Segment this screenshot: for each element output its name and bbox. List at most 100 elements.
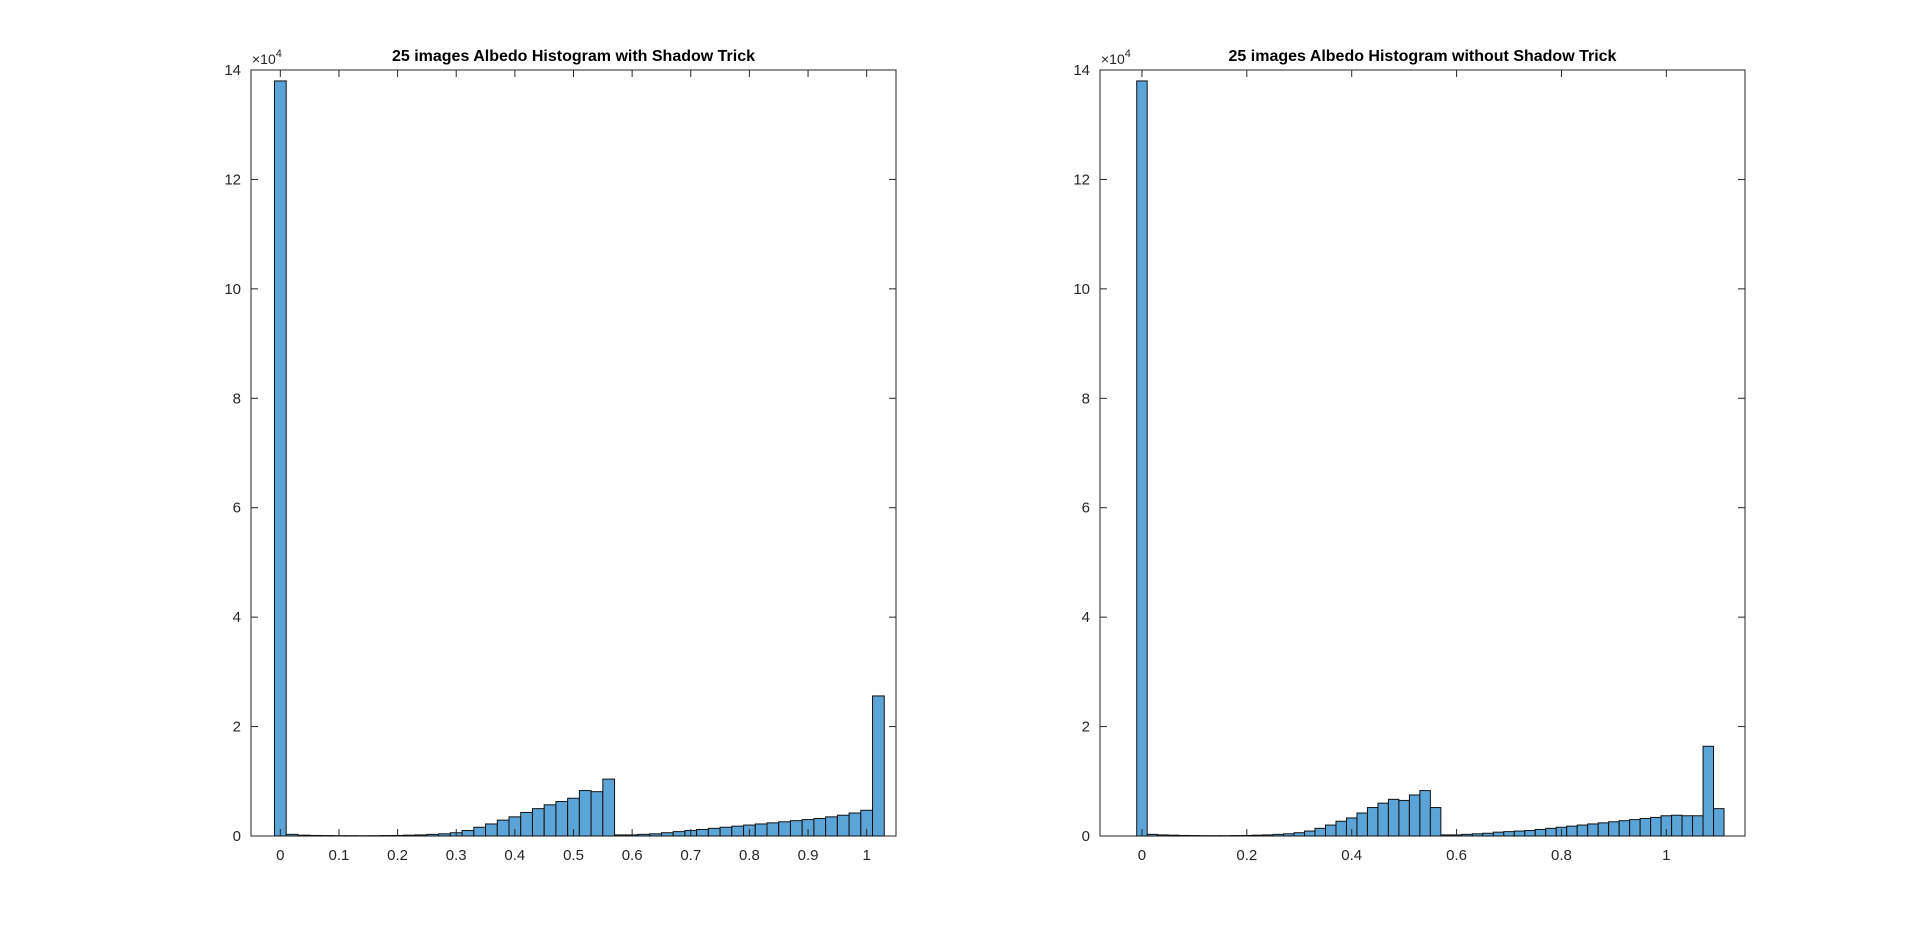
- histogram-bar: [578, 790, 592, 837]
- y-tick-label: 2: [233, 719, 241, 736]
- histogram-bar: [590, 791, 604, 837]
- x-tick-label: 0.7: [680, 847, 701, 864]
- y-tick-label: 14: [224, 62, 241, 79]
- x-tick-label: 0: [1138, 847, 1146, 864]
- x-tick-label: 0.6: [1446, 847, 1467, 864]
- histogram-bar: [1608, 821, 1620, 837]
- y-tick-label: 6: [233, 500, 241, 517]
- histogram-bar: [402, 834, 416, 837]
- histogram-bar: [285, 833, 299, 837]
- x-tick-label: 0: [276, 847, 284, 864]
- histogram-bar: [520, 811, 533, 837]
- y-tick-label: 0: [1082, 828, 1090, 845]
- y-tick-label: 4: [1082, 609, 1090, 626]
- y-tick-label: 10: [1073, 281, 1090, 298]
- histogram-bar: [602, 778, 616, 837]
- histogram-bar: [1377, 802, 1389, 837]
- histogram-bar: [1650, 816, 1662, 837]
- x-tick-label: 0.1: [329, 847, 350, 864]
- histogram-bar: [1314, 827, 1326, 837]
- plot-area: [250, 69, 897, 837]
- histogram-bar: [1419, 790, 1431, 837]
- histogram-bar: [1681, 815, 1694, 837]
- histogram-bar: [1513, 830, 1526, 837]
- x-tick-label: 0.2: [1236, 847, 1257, 864]
- histogram-bar: [1534, 828, 1547, 837]
- histogram-bar: [1492, 831, 1505, 837]
- histogram-bar: [1178, 834, 1190, 837]
- x-tick-label: 0.5: [563, 847, 584, 864]
- histogram-bar: [438, 833, 451, 837]
- y-tick-label: 12: [1073, 171, 1090, 188]
- y-tick-label: 8: [233, 390, 241, 407]
- y-exponent-power: 4: [276, 48, 282, 60]
- histogram-bar: [789, 820, 803, 837]
- histogram-bar: [496, 819, 510, 837]
- y-tick-label: 12: [224, 171, 241, 188]
- histogram-bar: [1366, 807, 1379, 837]
- histogram-bar: [485, 823, 498, 837]
- histogram-bar: [1639, 817, 1652, 837]
- y-tick-label: 14: [1073, 62, 1090, 79]
- histogram-bar: [461, 830, 475, 837]
- histogram-bar: [778, 821, 791, 837]
- histogram-bar: [813, 817, 827, 837]
- histogram-with-shadow-trick: 0 0.1 0.2 0.3 0.4 0.5 0.6 0.7 0.8 0.9 102468101214…: [224, 48, 897, 864]
- histogram-bar: [1576, 824, 1589, 837]
- histogram-bar: [649, 833, 662, 837]
- histogram-bar: [1482, 832, 1494, 837]
- histogram-bar: [1471, 833, 1484, 837]
- histogram-bar: [731, 825, 745, 837]
- y-tick-label: 0: [233, 828, 241, 845]
- histogram-bar: [825, 816, 838, 837]
- histogram-bar: [696, 828, 709, 837]
- histogram-bar: [273, 80, 287, 837]
- histogram-bar: [297, 834, 311, 837]
- histogram-bar: [1429, 807, 1442, 837]
- histogram-bar: [836, 814, 850, 837]
- histogram-bar: [555, 801, 569, 837]
- x-tick-label: 0.2: [387, 847, 408, 864]
- histogram-bar: [1293, 832, 1306, 837]
- histogram-bar: [1356, 812, 1368, 837]
- x-tick-label: 1: [1662, 847, 1670, 864]
- y-tick-label: 2: [1082, 719, 1090, 736]
- histogram-bar: [872, 695, 885, 837]
- histogram-bar: [660, 832, 674, 837]
- histogram-bar: [1408, 794, 1421, 837]
- y-exponent-label: ×104: [1101, 48, 1131, 67]
- histogram-bar: [1671, 814, 1683, 837]
- histogram-bar: [1618, 820, 1631, 837]
- y-exponent-label: ×104: [252, 48, 282, 67]
- y-tick-label: 8: [1082, 390, 1090, 407]
- x-tick-label: 0.4: [504, 847, 525, 864]
- y-tick-label: 4: [233, 609, 241, 626]
- histogram-bar: [1629, 819, 1641, 837]
- histogram-bar: [1713, 808, 1725, 837]
- histogram-bar: [1440, 834, 1452, 837]
- histogram-bar: [309, 834, 322, 837]
- histogram-bar: [414, 834, 428, 837]
- x-tick-label: 0.4: [1341, 847, 1362, 864]
- histogram-bar: [614, 834, 627, 837]
- histogram-bar: [1167, 834, 1180, 837]
- histogram-bar: [1136, 80, 1148, 837]
- y-exponent-base: ×10: [252, 51, 276, 67]
- histogram-bar: [1146, 833, 1159, 837]
- chart-title: 25 images Albedo Histogram with Shadow T…: [392, 48, 755, 65]
- histogram-bar: [754, 823, 768, 837]
- histogram-bar: [672, 831, 686, 837]
- histogram-bar: [1335, 820, 1347, 837]
- y-exponent-base: ×10: [1101, 51, 1125, 67]
- histogram-bar: [1387, 798, 1400, 837]
- chart-title: 25 images Albedo Histogram without Shado…: [1229, 48, 1617, 65]
- histogram-bar: [1398, 799, 1410, 837]
- x-tick-label: 0.6: [622, 847, 643, 864]
- histogram-bar: [1702, 745, 1715, 837]
- histogram-bar: [637, 833, 651, 837]
- histogram-bar: [1566, 825, 1578, 837]
- histogram-bar: [531, 808, 545, 837]
- x-tick-label: 1: [863, 847, 871, 864]
